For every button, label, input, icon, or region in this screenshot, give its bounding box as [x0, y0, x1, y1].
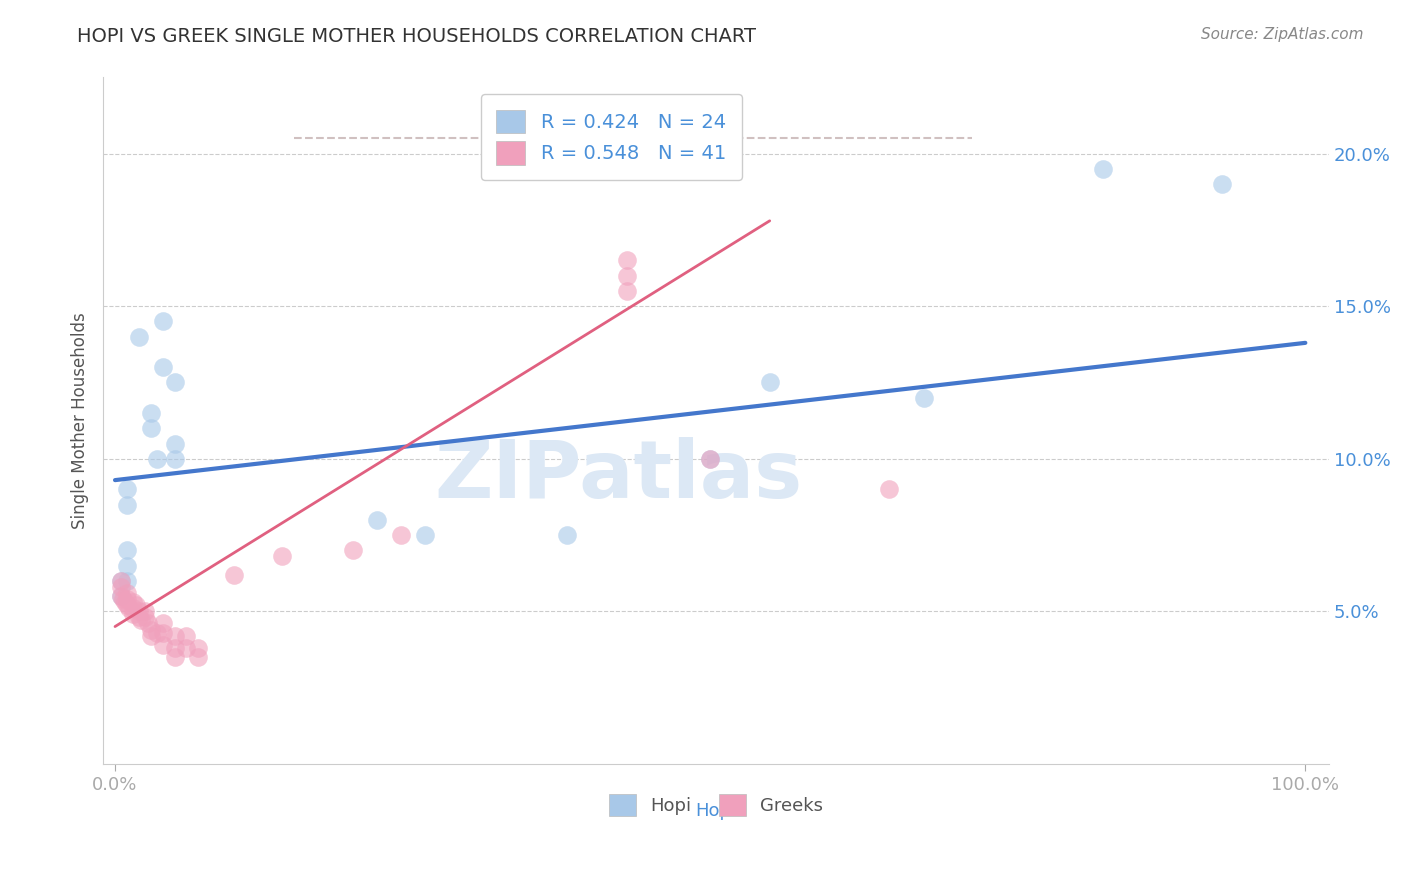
Point	[187, 640, 209, 655]
Point	[125, 598, 148, 612]
Point	[115, 558, 138, 573]
Point	[152, 638, 174, 652]
Point	[128, 604, 150, 618]
Point	[152, 625, 174, 640]
Point	[115, 498, 138, 512]
Legend: Hopi, Greeks: Hopi, Greeks	[602, 787, 831, 823]
Point	[152, 360, 174, 375]
Point	[163, 376, 186, 390]
Point	[163, 451, 186, 466]
X-axis label: Hopi: Hopi	[696, 802, 737, 820]
Point	[115, 598, 138, 612]
Point	[139, 629, 162, 643]
Point	[699, 451, 721, 466]
Point	[110, 589, 132, 603]
Point	[139, 623, 162, 637]
Text: Source: ZipAtlas.com: Source: ZipAtlas.com	[1201, 27, 1364, 42]
Point	[616, 253, 638, 268]
Point	[176, 640, 198, 655]
Y-axis label: Single Mother Households: Single Mother Households	[72, 312, 89, 529]
Point	[413, 528, 436, 542]
Point	[699, 451, 721, 466]
Point	[1211, 178, 1233, 192]
Point	[114, 595, 136, 609]
Point	[758, 376, 780, 390]
Point	[110, 574, 132, 588]
Point	[912, 391, 935, 405]
Point	[115, 483, 138, 497]
Text: HOPI VS GREEK SINGLE MOTHER HOUSEHOLDS CORRELATION CHART: HOPI VS GREEK SINGLE MOTHER HOUSEHOLDS C…	[77, 27, 756, 45]
Point	[145, 625, 167, 640]
Point	[110, 574, 132, 588]
Point	[152, 314, 174, 328]
Point	[134, 604, 156, 618]
Point	[128, 330, 150, 344]
Point	[1091, 161, 1114, 176]
Point	[163, 436, 186, 450]
Point	[557, 528, 579, 542]
Point	[122, 601, 145, 615]
Point	[115, 586, 138, 600]
Text: ZIPatlas: ZIPatlas	[434, 436, 803, 515]
Point	[118, 601, 141, 615]
Point	[187, 650, 209, 665]
Point	[270, 549, 292, 564]
Point	[389, 528, 412, 542]
Point	[616, 284, 638, 298]
Point	[616, 268, 638, 283]
Point	[134, 610, 156, 624]
Point	[152, 616, 174, 631]
Point	[139, 406, 162, 420]
Point	[110, 580, 132, 594]
Point	[115, 592, 138, 607]
Point	[145, 451, 167, 466]
Point	[129, 614, 152, 628]
Point	[366, 513, 388, 527]
Point	[222, 567, 245, 582]
Point	[138, 616, 160, 631]
Point	[112, 592, 135, 607]
Point	[115, 574, 138, 588]
Point	[877, 483, 900, 497]
Point	[122, 595, 145, 609]
Point	[122, 607, 145, 622]
Point	[139, 421, 162, 435]
Point	[176, 629, 198, 643]
Point	[163, 650, 186, 665]
Point	[110, 589, 132, 603]
Point	[163, 640, 186, 655]
Point	[128, 610, 150, 624]
Point	[342, 543, 364, 558]
Point	[115, 543, 138, 558]
Point	[163, 629, 186, 643]
